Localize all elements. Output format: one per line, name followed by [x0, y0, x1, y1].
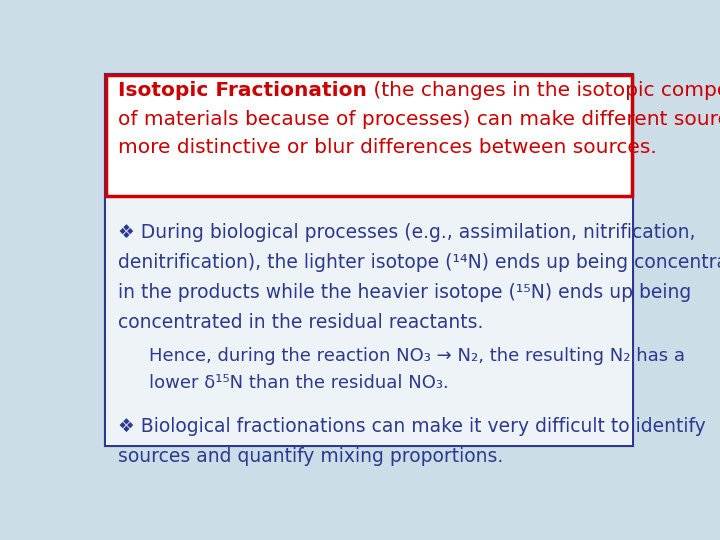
- FancyBboxPatch shape: [106, 75, 632, 445]
- Text: in the products while the heavier isotope (¹⁵N) ends up being: in the products while the heavier isotop…: [118, 282, 691, 302]
- Text: concentrated in the residual reactants.: concentrated in the residual reactants.: [118, 313, 483, 332]
- Text: sources and quantify mixing proportions.: sources and quantify mixing proportions.: [118, 447, 503, 467]
- Text: (the changes in the isotopic compositions: (the changes in the isotopic composition…: [366, 82, 720, 100]
- Text: denitrification), the lighter isotope (¹⁴N) ends up being concentrated: denitrification), the lighter isotope (¹…: [118, 253, 720, 272]
- Text: ❖ During biological processes (e.g., assimilation, nitrification,: ❖ During biological processes (e.g., ass…: [118, 223, 696, 242]
- FancyBboxPatch shape: [106, 196, 632, 446]
- Text: of materials because of processes) can make different sources: of materials because of processes) can m…: [118, 110, 720, 129]
- Text: Isotopic Fractionation: Isotopic Fractionation: [118, 82, 366, 100]
- Text: lower δ¹⁵N than the residual NO₃.: lower δ¹⁵N than the residual NO₃.: [148, 374, 449, 391]
- FancyBboxPatch shape: [106, 75, 632, 196]
- Text: more distinctive or blur differences between sources.: more distinctive or blur differences bet…: [118, 138, 657, 157]
- Text: ❖ Biological fractionations can make it very difficult to identify: ❖ Biological fractionations can make it …: [118, 417, 706, 436]
- Text: Hence, during the reaction NO₃ → N₂, the resulting N₂ has a: Hence, during the reaction NO₃ → N₂, the…: [148, 347, 685, 364]
